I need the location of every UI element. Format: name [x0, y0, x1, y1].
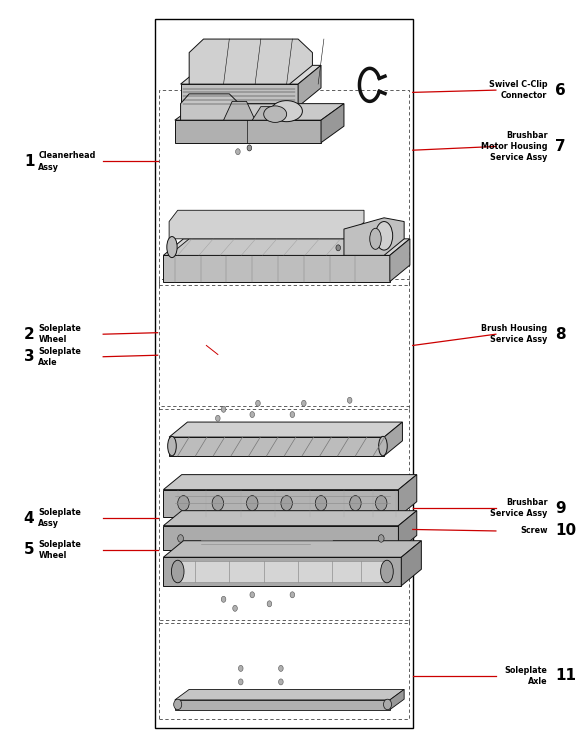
- Circle shape: [177, 535, 183, 542]
- Polygon shape: [175, 689, 404, 700]
- Text: Cleanerhead
Assy: Cleanerhead Assy: [38, 152, 96, 171]
- Ellipse shape: [271, 101, 302, 122]
- Polygon shape: [390, 689, 404, 710]
- Text: Brush Housing
Service Assy: Brush Housing Service Assy: [481, 324, 548, 344]
- Polygon shape: [223, 101, 255, 120]
- Ellipse shape: [375, 222, 393, 250]
- Polygon shape: [164, 511, 417, 526]
- Text: 11: 11: [555, 668, 576, 683]
- Polygon shape: [189, 39, 313, 84]
- Bar: [160, 620, 409, 719]
- Polygon shape: [169, 437, 384, 456]
- Circle shape: [290, 592, 295, 598]
- Polygon shape: [164, 475, 417, 490]
- Circle shape: [336, 245, 340, 251]
- Circle shape: [235, 149, 240, 155]
- Text: 5: 5: [24, 542, 34, 557]
- Ellipse shape: [379, 436, 387, 456]
- Circle shape: [216, 415, 220, 421]
- Text: Soleplate
Axle: Soleplate Axle: [38, 347, 81, 366]
- Text: Soleplate
Wheel: Soleplate Wheel: [38, 540, 81, 559]
- Text: 6: 6: [555, 83, 566, 98]
- Text: 8: 8: [555, 327, 566, 342]
- Polygon shape: [164, 255, 390, 282]
- Circle shape: [238, 665, 243, 671]
- Text: Brushbar
Motor Housing
Service Assy: Brushbar Motor Housing Service Assy: [481, 131, 548, 162]
- Bar: [160, 90, 409, 285]
- Polygon shape: [169, 239, 398, 255]
- Polygon shape: [169, 210, 364, 239]
- Text: 4: 4: [24, 511, 34, 526]
- Circle shape: [250, 592, 255, 598]
- Circle shape: [256, 400, 260, 406]
- Bar: [155, 19, 413, 728]
- Polygon shape: [175, 120, 321, 143]
- Circle shape: [378, 535, 384, 542]
- Polygon shape: [298, 65, 321, 107]
- Polygon shape: [401, 541, 421, 586]
- Ellipse shape: [264, 106, 287, 122]
- Circle shape: [173, 699, 182, 710]
- Text: 2: 2: [24, 327, 34, 342]
- Polygon shape: [180, 84, 298, 107]
- Polygon shape: [180, 65, 321, 84]
- Circle shape: [238, 679, 243, 685]
- Circle shape: [290, 412, 295, 418]
- Circle shape: [222, 596, 226, 602]
- Circle shape: [212, 496, 223, 511]
- Polygon shape: [398, 511, 417, 550]
- Text: 1: 1: [24, 154, 34, 169]
- Text: 9: 9: [555, 501, 566, 516]
- Text: Soleplate
Wheel: Soleplate Wheel: [38, 324, 81, 344]
- Ellipse shape: [380, 560, 393, 583]
- Text: 3: 3: [24, 349, 34, 364]
- Text: Soleplate
Axle: Soleplate Axle: [505, 666, 548, 686]
- Text: 10: 10: [555, 523, 576, 538]
- Bar: [160, 279, 409, 409]
- Text: Screw: Screw: [520, 526, 548, 535]
- Polygon shape: [169, 422, 403, 437]
- Circle shape: [350, 496, 361, 511]
- Polygon shape: [180, 94, 241, 120]
- Circle shape: [222, 406, 226, 412]
- Polygon shape: [164, 526, 398, 550]
- Ellipse shape: [370, 228, 381, 249]
- Ellipse shape: [167, 237, 177, 258]
- Polygon shape: [175, 104, 344, 120]
- Circle shape: [347, 397, 352, 403]
- Polygon shape: [390, 239, 410, 282]
- Polygon shape: [175, 700, 390, 710]
- Circle shape: [278, 665, 283, 671]
- Circle shape: [233, 605, 237, 611]
- Text: Soleplate
Assy: Soleplate Assy: [38, 508, 81, 528]
- Polygon shape: [164, 557, 401, 586]
- Text: 7: 7: [555, 139, 566, 154]
- Text: Swivel C-Clip
Connector: Swivel C-Clip Connector: [489, 80, 548, 100]
- Polygon shape: [398, 475, 417, 517]
- Polygon shape: [344, 218, 404, 255]
- Circle shape: [302, 400, 306, 406]
- Polygon shape: [164, 541, 421, 557]
- Text: Brushbar
Service Assy: Brushbar Service Assy: [490, 499, 548, 518]
- Ellipse shape: [168, 436, 176, 456]
- Circle shape: [383, 699, 392, 710]
- Ellipse shape: [172, 560, 184, 583]
- Circle shape: [316, 496, 327, 511]
- Polygon shape: [384, 422, 403, 456]
- Circle shape: [375, 496, 387, 511]
- Bar: [177, 561, 384, 582]
- Circle shape: [281, 496, 292, 511]
- Polygon shape: [164, 490, 398, 517]
- Circle shape: [177, 496, 189, 511]
- Circle shape: [267, 601, 271, 607]
- Bar: [160, 406, 409, 623]
- Polygon shape: [321, 104, 344, 143]
- Polygon shape: [252, 107, 284, 120]
- Circle shape: [278, 679, 283, 685]
- Circle shape: [250, 412, 255, 418]
- Circle shape: [247, 145, 252, 151]
- Circle shape: [246, 496, 258, 511]
- Polygon shape: [164, 239, 410, 255]
